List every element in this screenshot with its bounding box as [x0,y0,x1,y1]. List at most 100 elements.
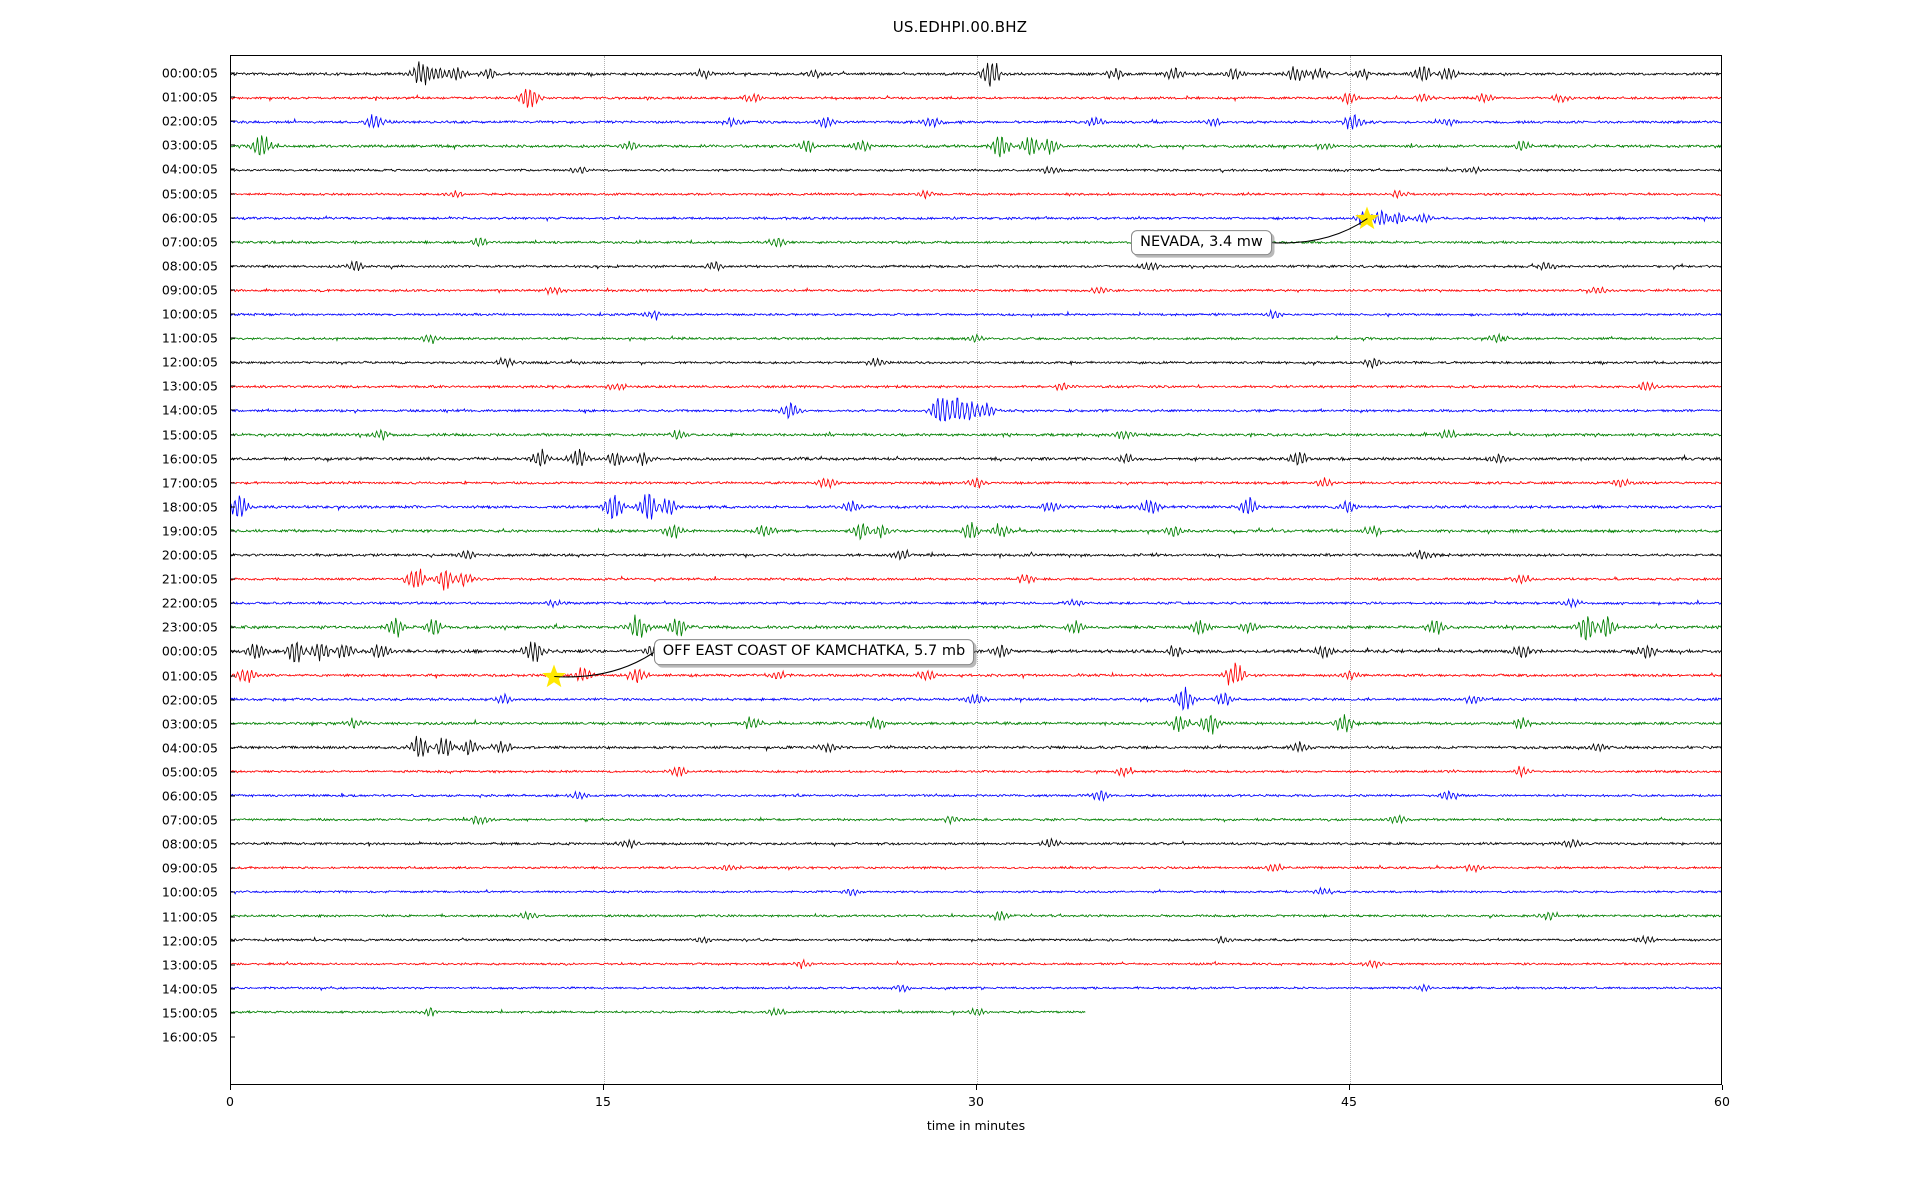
trace-37 [231,958,1721,970]
y-tick-label: 14:00:05 [161,981,218,997]
gridline-45 [1350,56,1351,1084]
trace-34 [231,886,1721,897]
y-tick-label: 13:00:05 [161,378,218,394]
trace-4 [231,165,1721,175]
x-tick-label: 0 [226,1094,234,1109]
y-tick-mark [230,916,235,917]
y-tick-label: 01:00:05 [161,668,218,683]
trace-29 [231,765,1721,779]
y-tick-mark [230,458,235,460]
y-tick-label: 07:00:05 [161,812,218,828]
annotation-arrow [1272,218,1368,244]
y-tick-label: 17:00:05 [161,475,218,491]
trace-16 [231,448,1721,467]
y-tick-label: 03:00:05 [161,137,218,153]
y-tick-label: 08:00:05 [161,258,218,274]
gridline-15 [604,56,605,1084]
trace-38 [231,983,1721,993]
annotation-label: OFF EAST COAST OF KAMCHATKA, 5.7 mb [653,639,975,666]
y-tick-mark [230,819,235,821]
y-tick-label: 14:00:05 [161,402,218,418]
x-axis-label: time in minutes [926,1118,1026,1133]
y-tick-mark [230,482,235,484]
y-tick-label: 10:00:05 [161,306,218,322]
y-tick-mark [230,144,235,146]
y-tick-label: 12:00:05 [161,354,218,370]
y-tick-mark [230,771,235,773]
y-tick-label: 18:00:05 [161,499,218,515]
trace-33 [231,863,1721,874]
x-tick-label: 60 [1714,1094,1730,1109]
y-tick-mark [230,434,235,435]
y-tick-mark [230,626,235,628]
y-tick-mark [230,313,235,315]
event-star-marker [1354,206,1380,232]
y-tick-label: 11:00:05 [161,330,218,346]
y-tick-label: 10:00:05 [161,884,218,900]
y-tick-mark [230,96,235,98]
trace-2 [231,114,1721,130]
y-tick-label: 15:00:05 [161,1005,218,1021]
y-tick-mark [230,506,235,508]
trace-17 [231,477,1721,490]
trace-26 [231,686,1721,712]
trace-0 [231,61,1721,87]
trace-3 [231,135,1721,158]
trace-32 [231,837,1721,849]
trace-12 [231,356,1721,370]
y-tick-mark [230,988,235,990]
x-tick-label: 45 [1341,1094,1357,1109]
y-tick-label: 00:00:05 [161,643,218,659]
y-tick-mark [230,72,235,74]
y-tick-label: 00:00:05 [161,65,218,81]
y-tick-label: 09:00:05 [161,282,218,298]
trace-15 [231,428,1721,441]
plot-area: NEVADA, 3.4 mw OFF EAST COAST OF KAMCHATK… [230,55,1722,1085]
trace-13 [231,381,1721,392]
y-tick-label: 03:00:05 [161,716,218,732]
trace-39 [231,1006,1086,1017]
gridline-30 [977,56,978,1084]
x-tick-mark [1722,1085,1723,1090]
y-tick-label: 19:00:05 [161,523,218,539]
y-tick-label: 11:00:05 [161,909,218,924]
trace-30 [231,790,1721,803]
trace-5 [231,189,1721,200]
annotation-label: NEVADA, 3.4 mw [1131,229,1272,256]
trace-35 [231,910,1721,922]
y-tick-label: 20:00:05 [161,547,218,563]
y-tick-mark [230,675,235,676]
trace-18 [231,493,1721,520]
y-tick-mark [230,120,235,122]
trace-31 [231,814,1721,826]
y-axis-ticks: 00:00:05 01:00:05 02:00:05 03:00:05 04:00:05… [118,55,218,1085]
y-tick-mark [230,699,235,701]
y-tick-mark [230,168,235,170]
trace-9 [231,286,1721,296]
y-tick-mark [230,361,235,363]
trace-20 [231,548,1721,561]
trace-24 [231,641,1721,663]
y-tick-mark [230,385,235,387]
x-tick-mark [976,1085,977,1090]
trace-11 [231,332,1721,344]
y-tick-mark [230,1012,235,1014]
y-tick-mark [230,554,235,556]
y-tick-mark [230,265,235,267]
y-tick-mark [230,602,235,604]
y-tick-label: 13:00:05 [161,957,218,973]
y-tick-label: 02:00:05 [161,692,218,708]
y-tick-label: 06:00:05 [161,210,218,226]
x-tick-mark [603,1085,604,1090]
y-tick-label: 06:00:05 [161,788,218,804]
y-tick-mark [230,843,235,845]
y-tick-label: 22:00:05 [161,595,218,611]
y-tick-mark [230,337,235,339]
y-tick-mark [230,867,235,869]
trace-7 [231,236,1721,248]
trace-36 [231,934,1721,945]
trace-14 [231,397,1721,422]
x-axis-ticks: 0 15 30 45 60 [226,1085,1730,1119]
y-tick-mark [230,891,235,893]
